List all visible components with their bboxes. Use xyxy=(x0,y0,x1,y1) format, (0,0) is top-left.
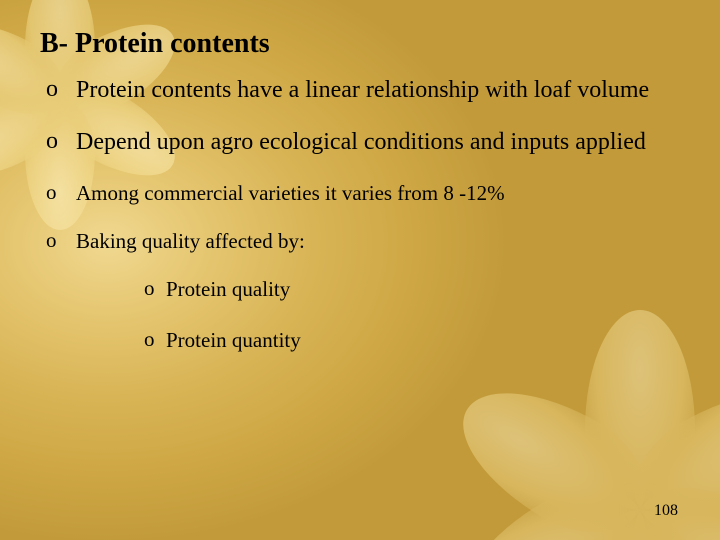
bullet-marker: o xyxy=(46,126,76,158)
bullet-list: o Protein contents have a linear relatio… xyxy=(40,74,680,255)
bullet-text: Protein quality xyxy=(166,275,680,303)
bullet-text: Depend upon agro ecological conditions a… xyxy=(76,126,680,158)
bullet-marker: o xyxy=(46,74,76,106)
bullet-marker: o xyxy=(144,326,166,354)
bullet-text: Protein contents have a linear relations… xyxy=(76,74,680,106)
list-item: o Protein contents have a linear relatio… xyxy=(46,74,680,106)
bullet-text: Baking quality affected by: xyxy=(76,227,680,255)
bullet-marker: o xyxy=(46,179,76,207)
slide-title: B- Protein contents xyxy=(40,28,680,60)
list-item: o Depend upon agro ecological conditions… xyxy=(46,126,680,158)
sub-bullet-list: o Protein quality o Protein quantity xyxy=(40,275,680,354)
list-item: o Protein quality xyxy=(144,275,680,303)
list-item: o Baking quality affected by: xyxy=(46,227,680,255)
bullet-text: Among commercial varieties it varies fro… xyxy=(76,179,680,207)
bullet-marker: o xyxy=(46,227,76,255)
list-item: o Among commercial varieties it varies f… xyxy=(46,179,680,207)
bullet-text: Protein quantity xyxy=(166,326,680,354)
bullet-marker: o xyxy=(144,275,166,303)
slide: B- Protein contents o Protein contents h… xyxy=(0,0,720,540)
page-number: 108 xyxy=(654,502,678,520)
list-item: o Protein quantity xyxy=(144,326,680,354)
